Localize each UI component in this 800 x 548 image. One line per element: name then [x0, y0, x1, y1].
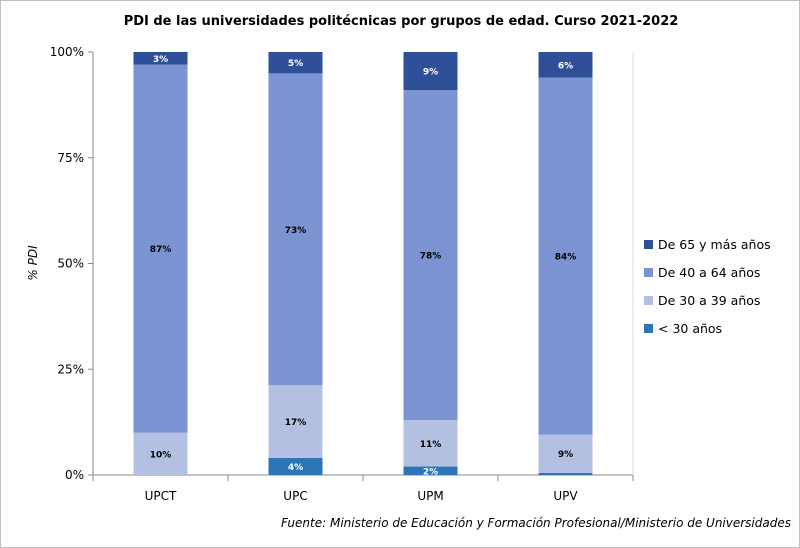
legend-label: De 65 y más años: [658, 237, 771, 252]
bar-segment: [268, 73, 323, 386]
bar-segment: [538, 77, 593, 435]
data-label: 9%: [423, 68, 438, 78]
y-tick-label: 75%: [57, 151, 84, 165]
bar-segment: [268, 385, 323, 458]
chart-title: PDI de las universidades politécnicas po…: [124, 14, 679, 29]
legend-label: < 30 años: [658, 321, 722, 336]
bar-segment: [133, 432, 188, 475]
data-label: 10%: [150, 450, 172, 460]
legend-swatch: [644, 296, 653, 305]
data-label: 87%: [150, 245, 172, 255]
bar-segment: [403, 420, 458, 467]
y-tick-label: 100%: [50, 45, 84, 59]
x-tick-label: UPCT: [145, 489, 177, 503]
y-axis-label: % PDI: [26, 245, 40, 281]
bar-segment: [403, 90, 458, 421]
data-label: 9%: [558, 450, 573, 460]
data-label: 78%: [420, 252, 442, 262]
bar-segment: [268, 52, 323, 74]
data-label: 17%: [285, 418, 307, 428]
bar-segment: [403, 52, 458, 91]
legend-swatch: [644, 324, 653, 333]
data-label: 4%: [288, 463, 303, 473]
data-label: 3%: [153, 55, 168, 65]
bar-segment: [538, 434, 593, 473]
bar-segment: [133, 64, 188, 433]
legend-label: De 30 a 39 años: [658, 293, 760, 308]
bar-segment: [268, 457, 323, 475]
source-note: Fuente: Ministerio de Educación y Formac…: [281, 516, 791, 530]
data-label: 5%: [288, 59, 303, 69]
legend-label: De 40 a 64 años: [658, 265, 760, 280]
legend-swatch: [644, 240, 653, 249]
x-tick-label: UPM: [417, 489, 443, 503]
bar-segment: [538, 472, 593, 475]
y-tick-label: 25%: [57, 362, 84, 376]
data-label: 2%: [423, 467, 438, 477]
x-tick-label: UPV: [553, 489, 578, 503]
data-label: 6%: [558, 61, 573, 71]
x-tick-label: UPC: [283, 489, 307, 503]
data-label: 11%: [420, 440, 442, 450]
data-label: 84%: [555, 253, 577, 263]
bar-segment: [538, 52, 593, 78]
legend-swatch: [644, 268, 653, 277]
bar-segment: [133, 52, 188, 65]
y-tick-label: 50%: [57, 257, 84, 271]
data-label: 73%: [285, 226, 307, 236]
bar-segment: [403, 466, 458, 475]
y-tick-label: 0%: [65, 468, 84, 482]
